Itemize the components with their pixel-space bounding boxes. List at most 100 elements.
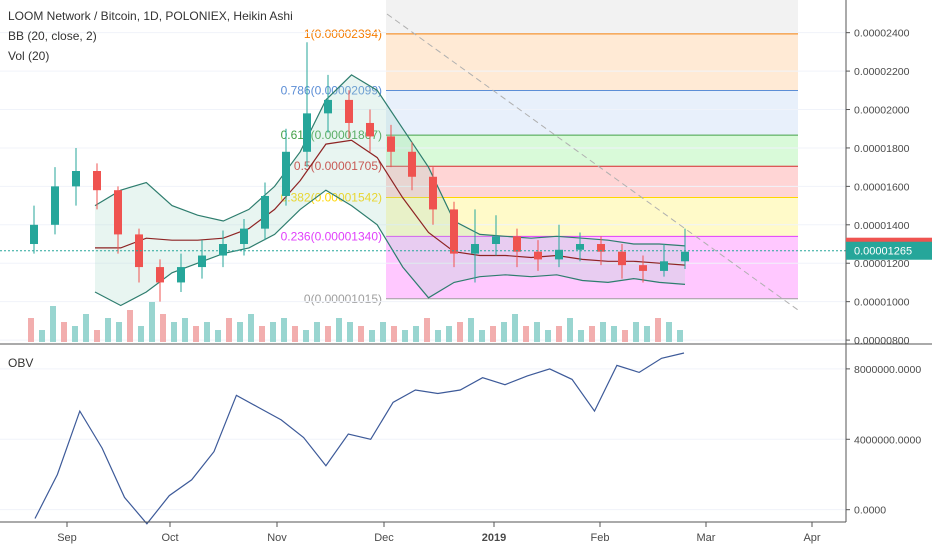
volume-bar bbox=[523, 326, 529, 342]
volume-bar bbox=[556, 326, 562, 342]
price-tick-label: 0.00001000 bbox=[854, 297, 910, 309]
candle-body bbox=[639, 265, 647, 271]
volume-bar bbox=[501, 322, 507, 342]
volume-bar bbox=[490, 326, 496, 342]
candle-body bbox=[576, 244, 584, 250]
candle-body bbox=[30, 224, 38, 245]
obv-indicator-label[interactable]: OBV bbox=[8, 356, 34, 370]
volume-bar bbox=[325, 326, 331, 342]
fib-label-0.5: 0.5(0.00001705) bbox=[294, 159, 382, 173]
bb-upper-band bbox=[94, 74, 686, 247]
volume-bar bbox=[677, 330, 683, 342]
volume-bar bbox=[149, 302, 155, 342]
obv-pane bbox=[0, 343, 932, 525]
price-tick-label: 0.00001600 bbox=[854, 181, 910, 193]
chart-title[interactable]: LOOM Network / Bitcoin, 1D, POLONIEX, He… bbox=[8, 9, 293, 23]
fib-band-0.618 bbox=[386, 90, 798, 136]
price-tick-label: 0.00002400 bbox=[854, 28, 910, 40]
volume-bar bbox=[61, 322, 67, 342]
volume-bar bbox=[171, 322, 177, 342]
candle-body bbox=[513, 236, 521, 252]
trend-line[interactable] bbox=[386, 13, 799, 311]
candle-body bbox=[450, 209, 458, 254]
volume-bar bbox=[402, 330, 408, 342]
candle-body bbox=[366, 122, 374, 137]
price-tick-label: 0.00000800 bbox=[854, 335, 910, 347]
price-axis[interactable]: 0.00000800 0.00001000 0.00001200 0.00001400… bbox=[845, 0, 932, 522]
volume-bar bbox=[358, 326, 364, 342]
volume-bar bbox=[292, 326, 298, 342]
volume-bar bbox=[446, 326, 452, 342]
fib-band-1 bbox=[386, 0, 798, 34]
candle-body bbox=[324, 99, 332, 114]
volume-bar bbox=[105, 318, 111, 342]
volume-bar bbox=[589, 326, 595, 342]
fib-band-0.5 bbox=[386, 135, 798, 167]
time-tick-label: Nov bbox=[267, 532, 287, 544]
fib-label-0: 0(0.00001015) bbox=[304, 292, 382, 306]
fib-label-0.236: 0.236(0.00001340) bbox=[281, 229, 382, 243]
volume-bar bbox=[633, 322, 639, 342]
candle-body bbox=[282, 151, 290, 196]
volume-bar bbox=[413, 326, 419, 342]
candle-body bbox=[261, 195, 269, 229]
candle-body bbox=[177, 267, 185, 283]
volume-bar bbox=[116, 322, 122, 342]
fib-label-0.382: 0.382(0.00001542) bbox=[281, 191, 382, 205]
volume-bar bbox=[83, 314, 89, 342]
bb-indicator-label[interactable]: BB (20, close, 2) bbox=[8, 29, 97, 43]
time-tick-label: Dec bbox=[374, 532, 394, 544]
candle-body bbox=[597, 244, 605, 252]
candle-body bbox=[114, 190, 122, 235]
volume-bar bbox=[545, 330, 551, 342]
time-axis[interactable]: Sep Oct Nov Dec 2019 Feb Mar Apr bbox=[0, 521, 846, 544]
volume-bar bbox=[270, 322, 276, 342]
candle-body bbox=[345, 99, 353, 123]
candle-body bbox=[429, 176, 437, 210]
volume-bar bbox=[534, 322, 540, 342]
price-badge bbox=[846, 241, 932, 260]
obv-tick-label: 0.0000 bbox=[854, 505, 886, 517]
candle-body bbox=[156, 267, 164, 283]
volume-bar bbox=[567, 318, 573, 342]
volume-bar bbox=[655, 318, 661, 342]
price-tick-label: 0.00001200 bbox=[854, 258, 910, 270]
time-tick-label: 2019 bbox=[482, 532, 506, 544]
time-tick-label: Feb bbox=[591, 532, 610, 544]
volume-bar bbox=[182, 318, 188, 342]
volume-bar bbox=[248, 314, 254, 342]
volume-bar bbox=[622, 330, 628, 342]
candle-body bbox=[135, 234, 143, 268]
volume-bar bbox=[259, 326, 265, 342]
volume-bar bbox=[50, 306, 56, 342]
candle-body bbox=[198, 255, 206, 268]
volume-bar bbox=[204, 322, 210, 342]
volume-bars bbox=[28, 302, 683, 342]
candle-body bbox=[93, 171, 101, 191]
volume-bar bbox=[314, 322, 320, 342]
fibonacci-retracement[interactable]: 0(0.00001015) 0.236(0.00001340) 0.382(0.00… bbox=[281, 0, 798, 306]
volume-bar bbox=[644, 326, 650, 342]
time-tick-label: Oct bbox=[161, 532, 178, 544]
volume-bar bbox=[578, 330, 584, 342]
volume-indicator-label[interactable]: Vol (20) bbox=[8, 49, 50, 63]
volume-bar bbox=[138, 326, 144, 342]
price-grid bbox=[0, 32, 846, 341]
candle-body bbox=[303, 113, 311, 152]
candle-body bbox=[387, 136, 395, 152]
volume-bar bbox=[600, 322, 606, 342]
volume-bar bbox=[303, 330, 309, 342]
price-tick-label: 0.00001800 bbox=[854, 143, 910, 155]
volume-bar bbox=[347, 322, 353, 342]
fib-band-0.382 bbox=[386, 166, 798, 198]
volume-bar bbox=[160, 314, 166, 342]
volume-bar bbox=[380, 322, 386, 342]
candle-body bbox=[555, 249, 563, 260]
volume-bar bbox=[215, 330, 221, 342]
fib-label-0.786: 0.786(0.00002099) bbox=[281, 83, 382, 97]
candle-body bbox=[681, 251, 689, 262]
candle-body bbox=[240, 228, 248, 245]
volume-bar bbox=[512, 314, 518, 342]
volume-bar bbox=[468, 318, 474, 342]
